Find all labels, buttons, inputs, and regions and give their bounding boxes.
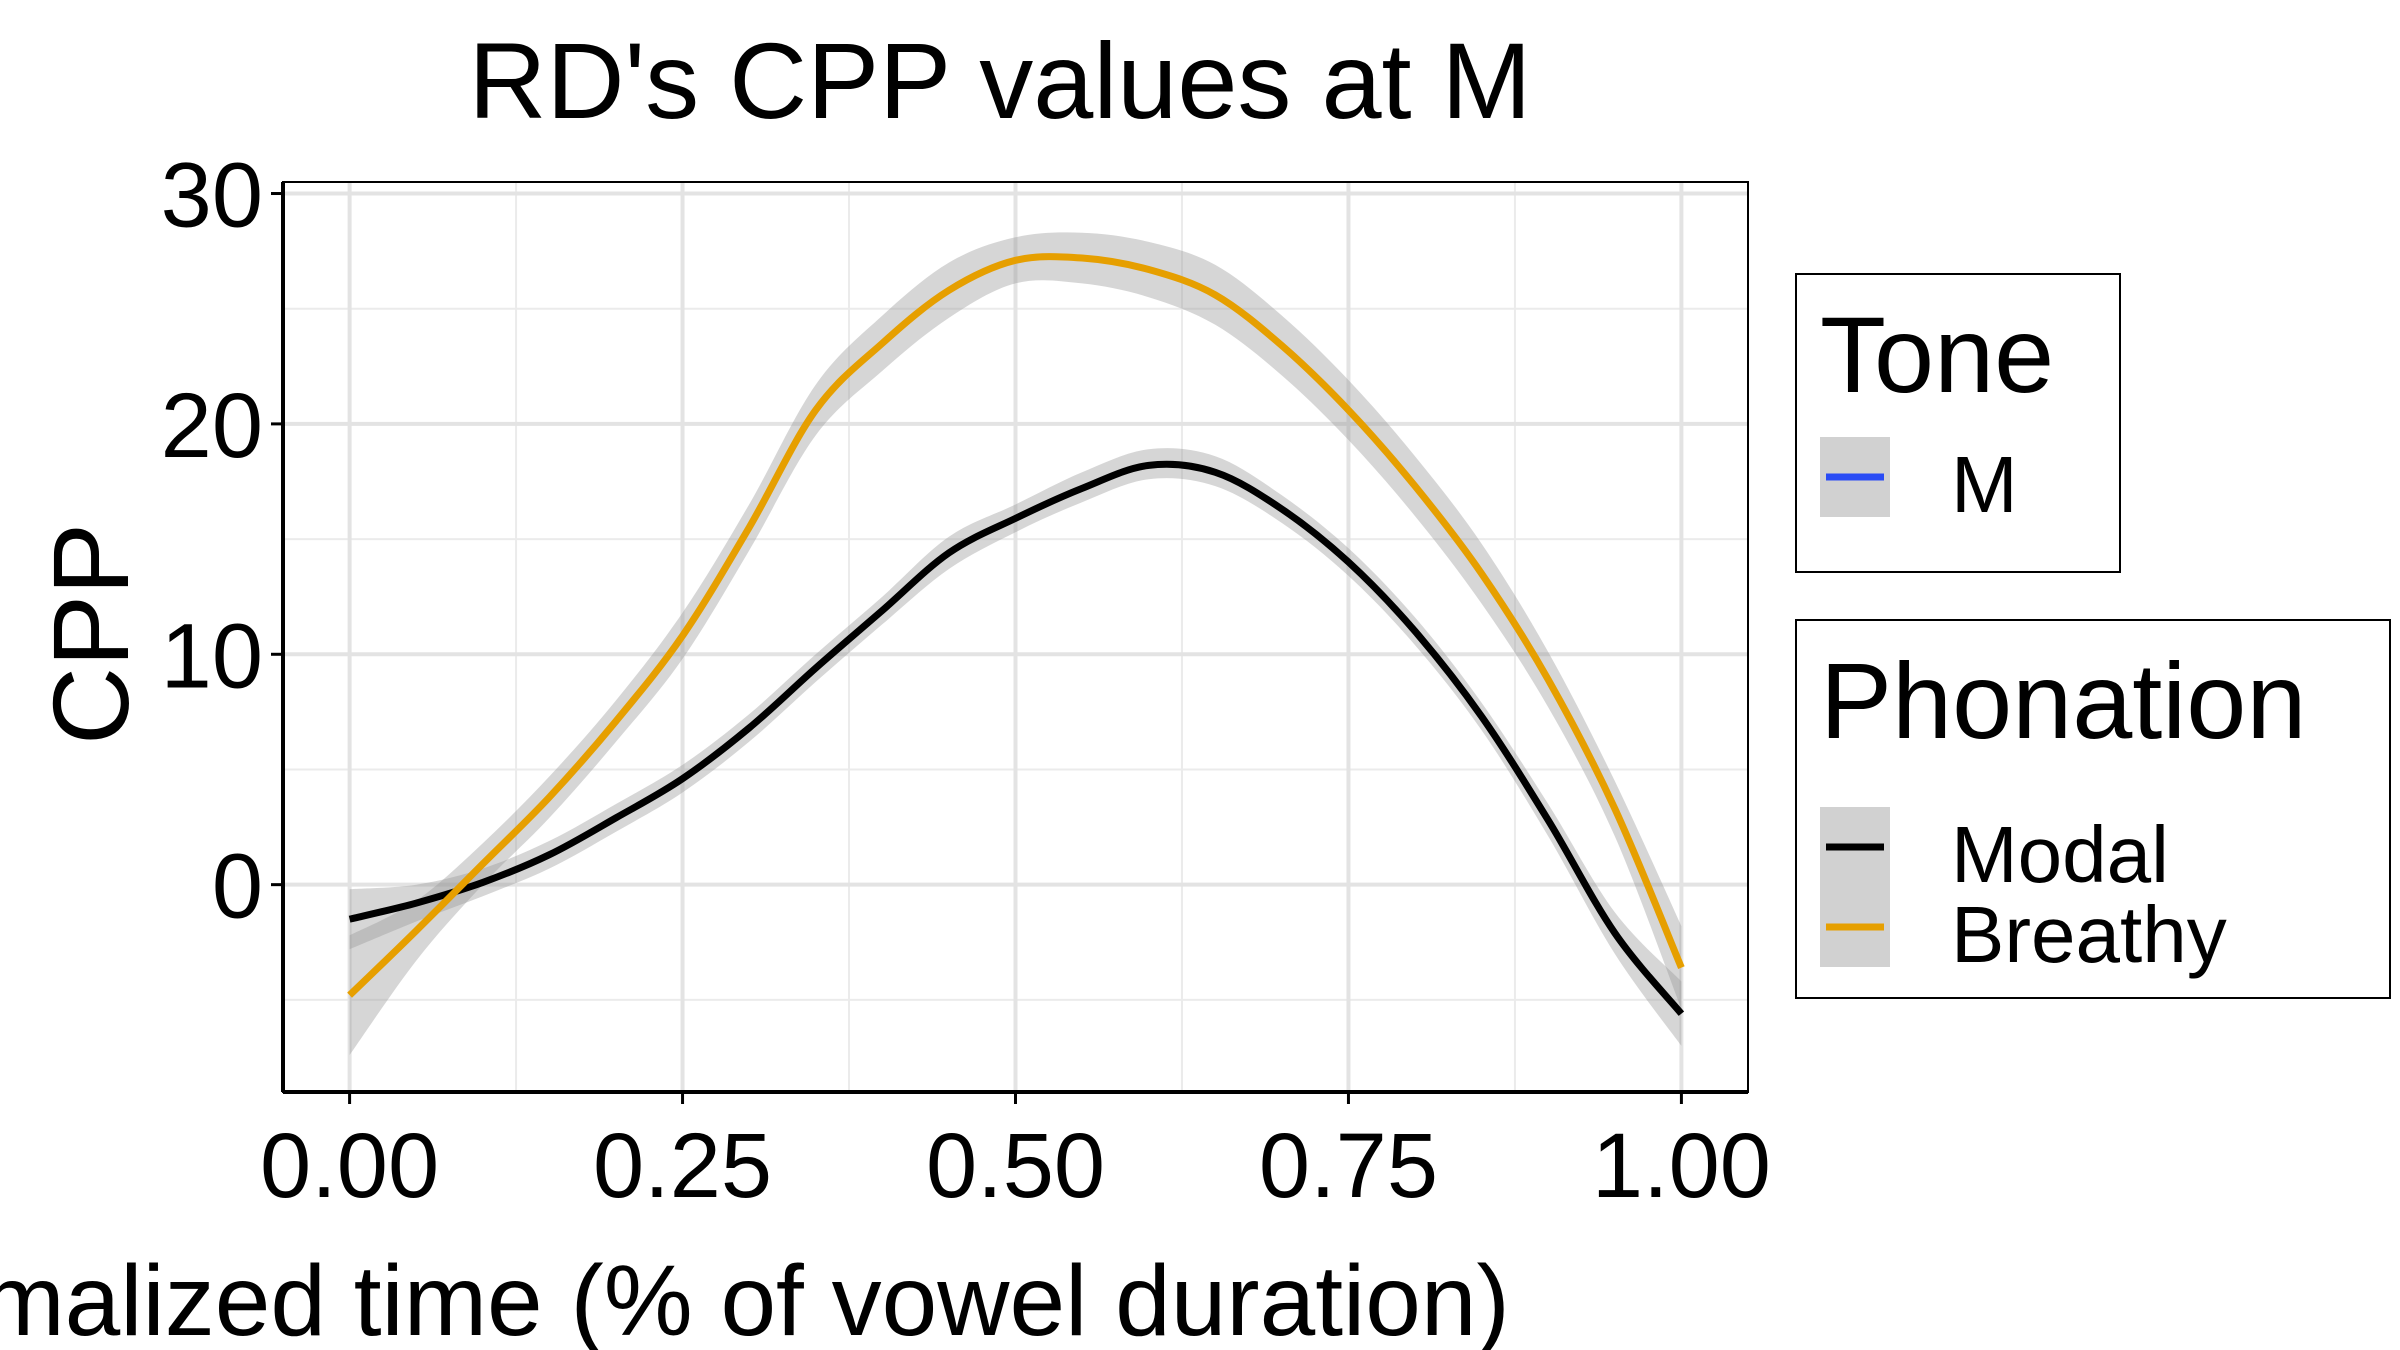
x-axis-label: Normalized time (% of vowel duration) <box>0 1245 1510 1350</box>
series-line-modal <box>348 460 1685 1016</box>
series-1-confidence-band <box>349 232 1682 1056</box>
y-tick-label: 10 <box>161 605 263 707</box>
legend-box-phonation <box>1795 619 2391 999</box>
legend-label-m: M <box>1951 440 2018 529</box>
x-tick-label: 1.00 <box>1592 1115 1771 1217</box>
series-line-breathy <box>347 253 1685 998</box>
x-tick-label: 0.50 <box>926 1115 1105 1217</box>
x-tick-label: 0.75 <box>1259 1115 1438 1217</box>
plot-panel: 0.00 0.25 0.50 0.75 1.00 0 10 20 30 <box>161 145 1771 1217</box>
x-tick-label: 0.25 <box>593 1115 772 1217</box>
legend-key-background <box>1820 807 1890 967</box>
y-tick-label: 30 <box>161 145 263 247</box>
y-tick-label: 20 <box>161 375 263 477</box>
x-tick-label: 0.00 <box>260 1115 439 1217</box>
y-tick-label: 0 <box>212 836 263 938</box>
legend-box-tone <box>1795 273 2121 573</box>
chart-title: RD's CPP values at M <box>469 20 1532 141</box>
legend-label-breathy: Breathy <box>1951 890 2227 979</box>
legend-title-phonation: Phonation <box>1820 640 2306 761</box>
y-axis-label: CPP <box>30 523 151 745</box>
legend-label-modal: Modal <box>1951 810 2169 899</box>
legend-title-tone: Tone <box>1820 294 2054 415</box>
